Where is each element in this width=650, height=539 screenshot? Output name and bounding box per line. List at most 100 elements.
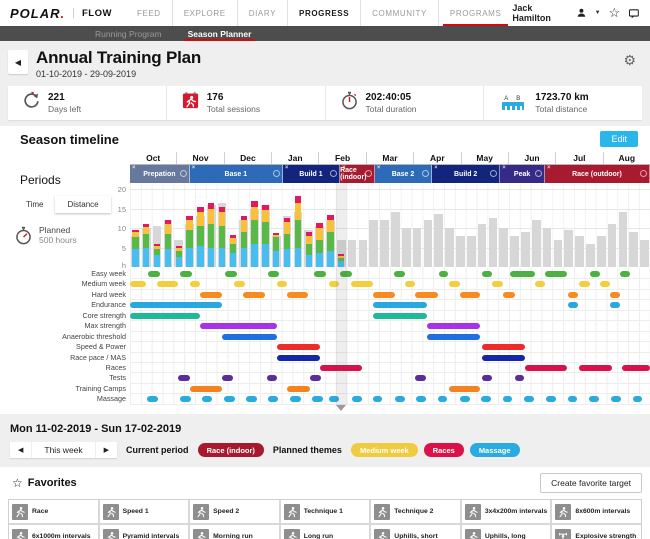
theme-pill[interactable] [578,364,613,371]
theme-pill[interactable] [309,375,321,382]
theme-pill[interactable] [578,281,591,288]
theme-pill[interactable] [277,354,320,361]
theme-pill[interactable] [277,344,320,351]
theme-pill[interactable] [200,291,223,298]
theme-pill[interactable] [225,271,238,277]
close-icon[interactable]: × [132,165,136,171]
theme-pill[interactable] [405,281,415,288]
theme-pill[interactable] [329,396,340,403]
theme-pill[interactable] [201,396,213,403]
theme-pill[interactable] [312,396,323,403]
resize-handle-icon[interactable] [422,170,430,177]
nav-item-feed[interactable]: FEED [136,8,161,18]
period-build-1[interactable]: × Build 1 [282,165,341,183]
theme-pill[interactable] [621,364,650,371]
favorite-race[interactable]: Race [9,500,98,523]
theme-pill[interactable] [352,396,362,403]
favorite-speed-2[interactable]: Speed 2 [190,500,279,523]
theme-pill[interactable] [460,291,480,298]
theme-pill[interactable] [426,333,480,340]
next-week-button[interactable]: ▶ [94,442,118,458]
favorite-long-run[interactable]: Long run [280,525,370,539]
polar-logo[interactable]: POLAR. [10,5,66,21]
theme-pill[interactable] [460,396,471,403]
favorite-speed-1[interactable]: Speed 1 [99,500,189,523]
theme-pill[interactable] [189,281,201,288]
period-base-1[interactable]: × Base 1 [189,165,283,183]
subnav-item-running-program[interactable]: Running Program [95,28,162,39]
theme-pill[interactable] [314,271,327,277]
theme-pill[interactable] [632,396,643,403]
theme-pill[interactable] [609,291,620,298]
theme-pill[interactable] [438,271,449,277]
tab-time[interactable]: Time [26,200,44,209]
nav-item-progress[interactable]: PROGRESS [287,0,360,26]
favorite-3x4x200m-intervals[interactable]: 3x4x200m intervals [461,500,551,523]
theme-pill[interactable] [619,271,631,277]
theme-pill[interactable] [351,281,373,288]
resize-handle-icon[interactable] [490,170,498,177]
theme-pill[interactable] [567,302,579,309]
resize-handle-icon[interactable] [272,170,280,177]
theme-pill[interactable] [567,396,578,403]
theme-pill[interactable] [200,323,278,330]
theme-pill[interactable] [372,291,396,298]
theme-pill[interactable] [189,385,223,392]
theme-pill[interactable] [448,385,480,392]
theme-pill[interactable] [130,302,223,309]
theme-pill[interactable] [329,281,340,288]
period-race-outdoor-[interactable]: × Race (outdoor) [544,165,650,183]
nav-item-programs[interactable]: PROGRAMS [437,0,512,26]
this-week-button[interactable]: This week [31,442,95,458]
edit-button[interactable]: Edit [600,131,638,147]
theme-pill[interactable] [414,291,438,298]
theme-pill[interactable] [600,281,610,288]
theme-pill[interactable] [448,281,461,288]
theme-pill[interactable] [590,271,601,277]
close-icon[interactable]: × [342,165,346,171]
theme-pill[interactable] [482,344,526,351]
theme-pill[interactable] [546,396,556,403]
theme-pill[interactable] [491,281,503,288]
period-base-2[interactable]: × Base 2 [374,165,433,183]
favorite-6x1000m-intervals[interactable]: 6x1000m intervals [9,525,98,539]
theme-pill[interactable] [179,396,191,403]
theme-pill[interactable] [224,396,236,403]
nav-item-community[interactable]: COMMUNITY [360,0,438,26]
close-icon[interactable]: × [546,165,551,171]
close-icon[interactable]: × [284,165,289,171]
resize-handle-icon[interactable] [330,170,338,177]
theme-pill[interactable] [426,323,480,330]
theme-pill[interactable] [514,375,525,382]
theme-pill[interactable] [510,271,536,277]
favorite-uphills-short[interactable]: Uphills, short [371,525,460,539]
period-prepation[interactable]: × Prepation [130,165,190,183]
theme-pill[interactable] [157,281,178,288]
theme-pill[interactable] [130,312,201,319]
period-build-2[interactable]: × Build 2 [432,165,501,183]
theme-pill[interactable] [482,271,492,277]
period-race-indoor-[interactable]: × Race (indoor) [340,165,375,183]
favorite-morning-run[interactable]: Morning run [190,525,279,539]
chevron-down-icon[interactable]: ▼ [594,10,601,16]
theme-pill[interactable] [567,291,579,298]
theme-pill[interactable] [130,281,147,288]
resize-handle-icon[interactable] [364,170,372,177]
theme-pill[interactable] [222,333,278,340]
theme-pill[interactable] [287,291,308,298]
favorite-pyramid-intervals[interactable]: Pyramid intervals [99,525,189,539]
theme-pill[interactable] [340,271,353,277]
theme-pill[interactable] [245,396,257,403]
theme-pill[interactable] [242,291,266,298]
theme-pill[interactable] [234,281,245,288]
theme-pill[interactable] [267,271,280,277]
theme-pill[interactable] [482,354,526,361]
theme-pill[interactable] [372,396,383,403]
nav-item-explore[interactable]: EXPLORE [171,0,237,26]
gear-icon[interactable]: ⚙ [623,52,636,68]
theme-pill[interactable] [148,271,161,277]
theme-pill[interactable] [535,281,545,288]
theme-pill[interactable] [394,271,406,277]
theme-pill[interactable] [416,396,426,403]
close-icon[interactable]: × [434,165,438,171]
